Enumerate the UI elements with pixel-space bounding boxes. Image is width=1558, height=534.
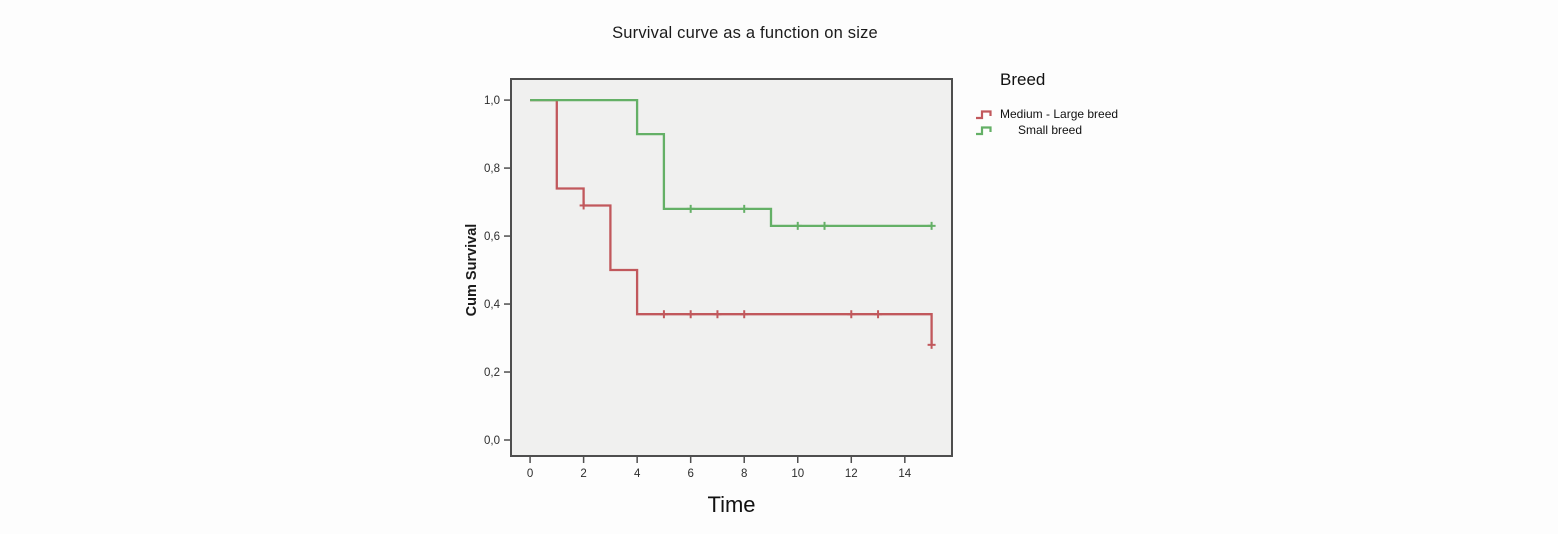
plot-area (510, 78, 953, 457)
legend-title: Breed (1000, 70, 1046, 89)
y-axis-tick-label: 0,6 (484, 231, 500, 243)
curve-small-breed (530, 98, 932, 228)
x-axis-tick-label: 8 (741, 468, 747, 480)
x-axis-tick-label: 14 (898, 468, 911, 480)
x-axis-tick-label: 10 (791, 468, 804, 480)
y-axis-tick-label: 0,0 (484, 435, 500, 447)
y-axis-tick-label: 0,2 (484, 367, 500, 379)
axis-tick-labels: 0,0 0,2 0,4 0,6 0,8 1,0 0 2 4 6 8 10 12 14 (484, 95, 912, 480)
y-axis-tick-label: 0,8 (484, 163, 500, 175)
legend-entry-small-breed: Small breed (975, 122, 1118, 138)
y-axis-tick-label: 1,0 (484, 95, 500, 107)
x-axis-tick-label: 0 (527, 468, 533, 480)
y-axis-tick-label: 0,4 (484, 299, 501, 311)
y-axis-label: Cum Survival (464, 223, 480, 317)
legend-entry-label: Small breed (1018, 123, 1083, 137)
survival-plot-svg: 0,0 0,2 0,4 0,6 0,8 1,0 0 2 4 6 8 10 12 14 (484, 78, 953, 480)
legend-entry-label: Medium - Large breed (1000, 107, 1119, 121)
chart-title: Survival curve as a function on size (612, 24, 878, 42)
step-line-swatch-icon (976, 125, 992, 135)
legend-entry-medium-large-breed: Medium - Large breed (975, 106, 1118, 122)
x-axis-label: Time (707, 492, 756, 517)
censor-marks-small-breed (686, 204, 936, 230)
curve-medium-large-breed (530, 98, 933, 345)
censor-marks-medium-large-breed (579, 201, 936, 349)
legend-entries: Medium - Large breed Small breed (975, 106, 1118, 138)
x-axis-tick-label: 6 (687, 468, 693, 480)
legend: Breed Medium - Large breed Small breed (975, 70, 1118, 138)
x-axis-tick-label: 12 (845, 468, 858, 480)
step-line-swatch-path-red (976, 109, 992, 119)
x-axis-tick-label: 2 (580, 468, 586, 480)
step-line-swatch-path-green (976, 125, 992, 135)
x-axis-tick-label: 4 (634, 468, 641, 480)
axis-ticks (504, 99, 906, 463)
step-line-swatch-icon (976, 109, 992, 119)
